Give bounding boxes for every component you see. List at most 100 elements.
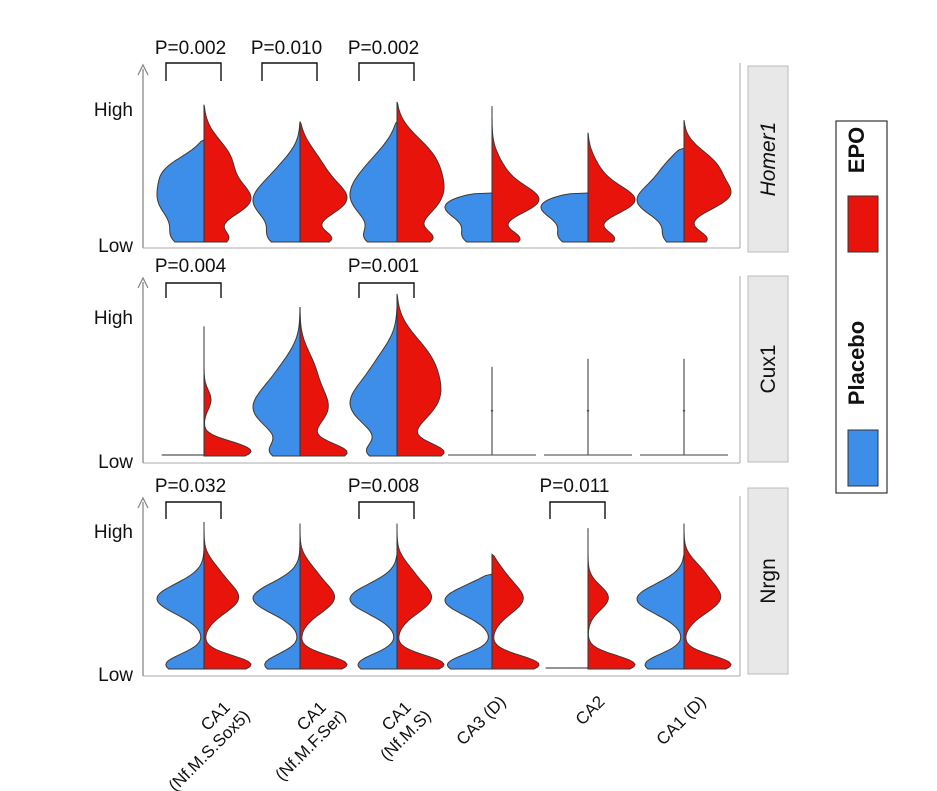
x-label: CA1(Nf.M.S.Sox5) [151,692,254,791]
violin-placebo-half [252,523,301,670]
strip-label: Cux1 [757,344,780,393]
violin-placebo-half [444,192,493,243]
legend-label-epo: EPO [844,127,869,173]
pvalue-label: P=0.011 [540,476,610,497]
pvalue-bracket [261,62,318,81]
pvalue-label: P=0.002 [348,38,419,59]
violin-5 [636,120,732,243]
violin-epo-half [587,528,636,670]
violin-placebo-half [636,147,685,243]
violin-4 [540,132,636,243]
violin-epo-half [396,523,445,670]
y-axis-arrow-icon [137,63,149,76]
pvalue-annotation: P=0.002 [155,38,226,81]
x-label: CA1(Nf.M.S) [362,692,434,764]
strip-label: Nrgn [757,558,780,604]
x-label: CA2 [572,692,609,729]
pvalue-label: P=0.032 [155,476,226,497]
pvalue-bracket [549,501,606,519]
y-label-high: High [94,522,133,543]
pvalue-bracket [165,62,222,81]
pvalue-annotation: P=0.032 [155,476,226,519]
x-label: CA1(Nf.M.F.Ser) [257,692,349,784]
violin-epo-half [299,121,348,243]
violin-epo-half [683,120,732,243]
y-axis-arrow-icon [137,496,149,509]
violin-epo-half [396,293,445,457]
violin-4 [545,528,636,670]
violin-epo-half [203,522,252,670]
pvalue-label: P=0.004 [155,256,227,277]
pvalue-bracket [358,282,415,298]
violin-0 [161,326,252,457]
violin-dot [586,409,590,412]
x-label: CA1 (D) [653,692,710,749]
legend-swatch-epo [847,195,879,253]
strip-box [747,65,789,253]
violin-1 [252,306,348,457]
violin-epo-half [683,523,732,670]
violin-placebo-half [444,573,493,670]
pvalue-bracket [165,501,222,519]
y-label-low: Low [98,452,133,473]
violin-5 [640,358,728,456]
pvalue-bracket [358,62,415,81]
violin-3 [444,106,540,243]
violin-0 [156,104,252,243]
violin-placebo-half [252,121,301,243]
violin-placebo-half [636,554,685,670]
violin-epo-half [491,106,540,243]
violin-epo-half [587,132,636,243]
violin-epo-half [396,101,445,243]
violin-2 [349,523,445,670]
strip-box [747,275,789,463]
y-label-low: Low [98,665,133,686]
pvalue-annotation: P=0.011 [540,476,610,519]
pvalue-annotation: P=0.008 [348,476,419,519]
pvalue-annotation: P=0.001 [348,256,419,298]
pvalue-label: P=0.002 [155,38,226,59]
pvalue-annotation: P=0.010 [251,38,322,81]
panel-homer1: High Low Homer1 P=0.002 P=0.010 P=0.002 [94,38,789,257]
violin-2 [349,293,445,457]
violin-dot [682,409,686,412]
violin-2 [349,101,445,243]
violin-4 [544,358,632,456]
pvalue-bracket [165,282,222,298]
x-axis-labels: CA1(Nf.M.S.Sox5) CA1(Nf.M.F.Ser) CA1(Nf.M.… [151,692,710,791]
y-label-low: Low [98,236,133,257]
violin-3 [444,553,540,670]
violin-dot [490,409,494,412]
violin-epo-half [203,104,252,243]
violin-placebo-half [156,549,205,670]
violin-placebo-half [252,306,301,457]
y-label-high: High [94,308,133,329]
violin-epo-half [299,523,348,670]
y-axis-arrow-icon [137,276,149,289]
violin-epo-half [491,553,540,670]
pvalue-annotation: P=0.002 [348,38,419,81]
violin-placebo-half [156,138,205,243]
violin-placebo-half [540,192,589,243]
pvalue-label: P=0.001 [348,256,419,277]
violin-epo-half [203,326,252,457]
legend-swatch-placebo [847,429,879,487]
violin-3 [448,366,536,456]
strip-label: Homer1 [757,122,780,197]
y-label-high: High [94,100,133,121]
violin-1 [252,121,348,243]
pvalue-label: P=0.010 [251,38,322,59]
pvalue-annotation: P=0.004 [155,256,227,298]
pvalue-bracket [358,501,415,519]
legend: EPO Placebo [835,120,888,494]
violin-placebo-half [349,554,398,670]
pvalue-label: P=0.008 [348,476,419,497]
legend-label-placebo: Placebo [844,321,869,405]
x-label: CA3 (D) [453,692,510,749]
panel-nrgn: High Low Nrgn P=0.032 P=0.008 P=0.011 [94,476,789,686]
panel-cux1: High Low Cux1 P=0.004 P=0.001 [94,256,789,473]
violin-placebo-half [349,120,398,243]
violin-placebo-half [349,306,398,457]
violin-epo-half [299,306,348,457]
violin-1 [252,523,348,670]
